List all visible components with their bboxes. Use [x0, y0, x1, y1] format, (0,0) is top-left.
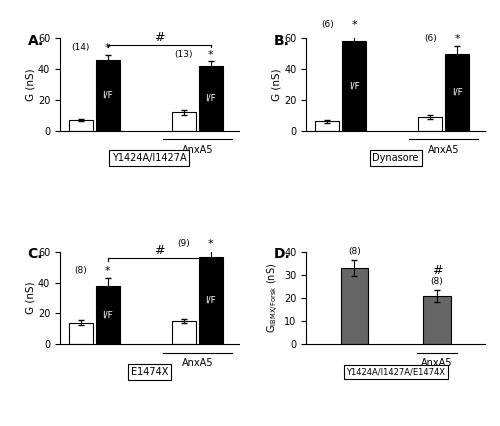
Y-axis label: G$_{\mathrm{IBMX/Forsk}}$ (nS): G$_{\mathrm{IBMX/Forsk}}$ (nS)	[266, 263, 281, 333]
Bar	[69, 323, 93, 344]
Text: #: #	[432, 264, 442, 277]
Bar	[418, 117, 442, 131]
Text: E1474X: E1474X	[130, 367, 168, 377]
Bar	[340, 268, 368, 344]
Text: AnxA5: AnxA5	[421, 358, 452, 368]
Bar	[172, 321, 196, 344]
Text: *: *	[208, 50, 214, 60]
Bar	[445, 54, 469, 131]
Y-axis label: G (nS): G (nS)	[25, 282, 35, 314]
Text: Y1424A/I1427A: Y1424A/I1427A	[112, 153, 186, 164]
Text: #: #	[154, 245, 164, 257]
Text: A.: A.	[28, 34, 44, 48]
Bar	[198, 66, 223, 131]
Text: I/F: I/F	[206, 296, 216, 305]
Text: I/F: I/F	[102, 311, 113, 320]
Bar	[423, 296, 450, 344]
Text: *: *	[105, 43, 110, 53]
Y-axis label: G (nS): G (nS)	[272, 68, 281, 101]
Text: B.: B.	[274, 34, 290, 48]
Text: I/F: I/F	[206, 94, 216, 103]
Text: (8): (8)	[74, 266, 87, 275]
Text: C.: C.	[28, 248, 43, 261]
Bar	[96, 286, 120, 344]
Bar	[342, 41, 366, 131]
Text: AnxA5: AnxA5	[182, 144, 213, 155]
Text: (8): (8)	[348, 248, 361, 256]
Y-axis label: G (nS): G (nS)	[25, 68, 35, 101]
Text: *: *	[105, 266, 110, 276]
Text: I/F: I/F	[452, 88, 462, 97]
Text: (8): (8)	[430, 277, 444, 286]
Bar	[315, 121, 340, 131]
Bar	[96, 60, 120, 131]
Text: Dynasore: Dynasore	[372, 153, 419, 164]
Text: I/F: I/F	[102, 91, 113, 100]
Bar	[172, 112, 196, 131]
Text: *: *	[352, 20, 357, 30]
Text: (6): (6)	[424, 35, 436, 43]
Text: *: *	[208, 239, 214, 248]
Text: *: *	[454, 34, 460, 44]
Text: #: #	[154, 31, 164, 44]
Text: (13): (13)	[174, 50, 193, 59]
Bar	[69, 120, 93, 131]
Text: (14): (14)	[72, 43, 90, 52]
Text: AnxA5: AnxA5	[182, 358, 213, 368]
Text: Y1424A/I1427A/E1474X: Y1424A/I1427A/E1474X	[346, 367, 445, 377]
Text: I/F: I/F	[348, 82, 360, 91]
Text: D.: D.	[274, 248, 291, 261]
Text: AnxA5: AnxA5	[428, 144, 460, 155]
Text: (9): (9)	[178, 239, 190, 248]
Bar	[198, 256, 223, 344]
Text: (6): (6)	[321, 20, 334, 29]
